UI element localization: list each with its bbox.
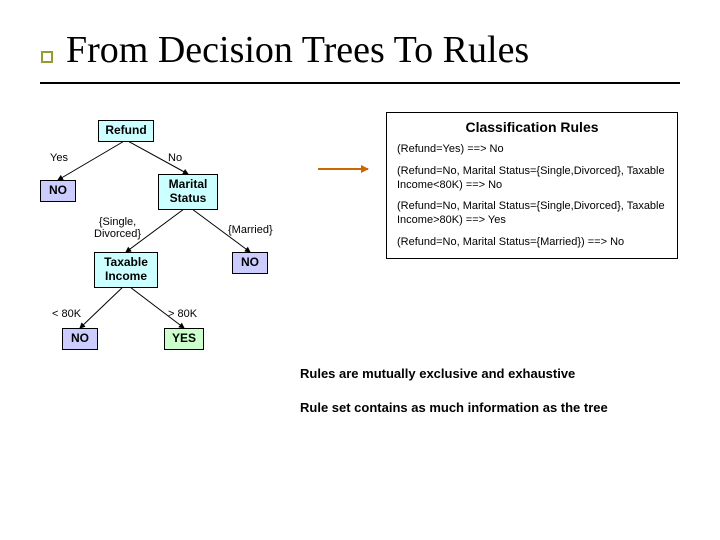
rules-title: Classification Rules [397,119,667,135]
edge-label: {Single,Divorced} [94,216,141,240]
diagram-stage: Refund NO MaritalStatus TaxableIncome NO NO YE… [40,112,680,432]
tree-edge-refund-no1 [58,140,126,180]
tree-node-yes: YES [164,328,204,350]
tree-node-no2: NO [232,252,268,274]
tree-node-no3: NO [62,328,98,350]
edge-label: {Married} [228,224,273,236]
tree-node-taxable: TaxableIncome [94,252,158,288]
edge-label: > 80K [168,308,197,320]
tree-edge-taxable-no3 [80,284,126,328]
title-wrap: From Decision Trees To Rules [0,0,720,78]
tree-node-marital: MaritalStatus [158,174,218,210]
tree-node-refund: Refund [98,120,154,142]
slide-title: From Decision Trees To Rules [66,28,680,72]
rule-line: (Refund=No, Marital Status={Single,Divor… [397,165,667,193]
implies-arrow [318,168,368,170]
caption-exclusive: Rules are mutually exclusive and exhaust… [300,366,575,383]
caption-information: Rule set contains as much information as… [300,400,660,417]
rule-line: (Refund=No, Marital Status={Married}) ==… [397,236,667,250]
edge-label: No [168,152,182,164]
edge-label: Yes [50,152,68,164]
title-underline [40,82,680,84]
rule-line: (Refund=Yes) ==> No [397,143,667,157]
classification-rules-box: Classification Rules (Refund=Yes) ==> No… [386,112,678,259]
title-bullet [41,51,53,63]
tree-node-no1: NO [40,180,76,202]
rule-line: (Refund=No, Marital Status={Single,Divor… [397,200,667,228]
edge-label: < 80K [52,308,81,320]
rules-list: (Refund=Yes) ==> No (Refund=No, Marital S… [397,143,667,250]
tree-edge-taxable-yes [126,284,184,328]
